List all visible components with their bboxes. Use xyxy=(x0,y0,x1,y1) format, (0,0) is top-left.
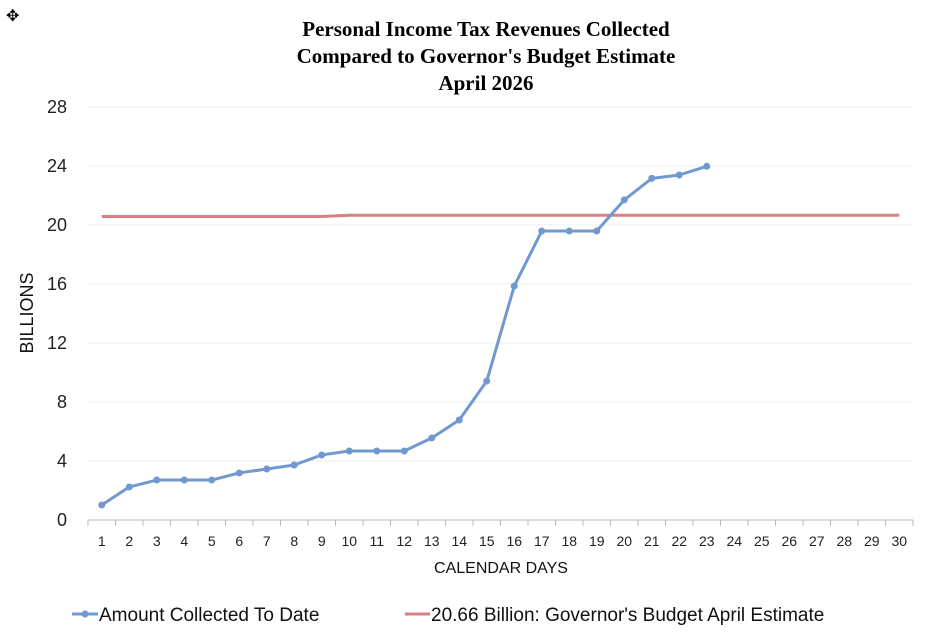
data-point xyxy=(98,501,106,509)
data-point xyxy=(620,196,628,204)
x-tick-label: 5 xyxy=(208,533,216,549)
x-tick-label: 6 xyxy=(235,533,243,549)
x-tick-label: 12 xyxy=(396,533,412,549)
x-tick-label: 25 xyxy=(754,533,770,549)
x-tick-label: 3 xyxy=(153,533,161,549)
x-tick-label: 21 xyxy=(644,533,660,549)
y-tick-label: 28 xyxy=(47,97,67,117)
y-tick-label: 12 xyxy=(47,333,67,353)
x-tick-label: 8 xyxy=(290,533,298,549)
x-tick-label: 18 xyxy=(561,533,577,549)
y-tick-label: 16 xyxy=(47,274,67,294)
data-point xyxy=(428,434,436,442)
data-point xyxy=(703,162,711,170)
x-tick-label: 22 xyxy=(671,533,687,549)
x-tick-label: 27 xyxy=(809,533,825,549)
data-point xyxy=(235,469,243,477)
data-point xyxy=(125,483,133,491)
legend-label-estimate: 20.66 Billion: Governor's Budget April E… xyxy=(431,605,824,626)
x-tick-label: 11 xyxy=(369,533,384,549)
x-tick-label: 23 xyxy=(699,533,715,549)
data-point xyxy=(565,227,573,235)
y-tick-label: 0 xyxy=(57,510,67,530)
y-tick-label: 4 xyxy=(57,451,67,471)
x-tick-label: 28 xyxy=(836,533,852,549)
data-point xyxy=(538,227,546,235)
data-point xyxy=(675,171,683,179)
legend-marker-collected xyxy=(81,610,89,618)
chart-title: Personal Income Tax Revenues Collected C… xyxy=(0,16,925,97)
title-line-2: Compared to Governor's Budget Estimate xyxy=(296,44,676,68)
data-point xyxy=(153,476,161,484)
x-tick-label: 9 xyxy=(318,533,326,549)
x-tick-label: 13 xyxy=(424,533,440,549)
estimate-line xyxy=(101,213,900,218)
data-point xyxy=(400,447,408,455)
legend-label-collected: Amount Collected To Date xyxy=(99,605,319,626)
x-tick-label: 17 xyxy=(534,533,550,549)
data-point xyxy=(180,476,188,484)
data-point xyxy=(373,447,381,455)
y-tick-label: 8 xyxy=(57,392,67,412)
data-point xyxy=(648,174,656,182)
x-tick-label: 7 xyxy=(263,533,271,549)
x-tick-label: 20 xyxy=(616,533,632,549)
x-tick-label: 15 xyxy=(479,533,495,549)
data-point xyxy=(483,377,491,385)
data-point xyxy=(263,465,271,473)
x-tick-label: 2 xyxy=(125,533,133,549)
y-axis-label: BILLIONS xyxy=(17,272,37,353)
x-tick-label: 30 xyxy=(891,533,907,549)
y-tick-label: 24 xyxy=(47,156,67,176)
data-point xyxy=(510,282,518,290)
title-line-3: April 2026 xyxy=(438,71,534,95)
x-tick-label: 29 xyxy=(864,533,880,549)
data-point xyxy=(208,476,216,484)
x-tick-label: 19 xyxy=(589,533,605,549)
x-tick-label: 14 xyxy=(451,533,467,549)
x-tick-label: 24 xyxy=(726,533,742,549)
x-tick-label: 10 xyxy=(341,533,357,549)
data-point xyxy=(290,461,298,469)
y-tick-label: 20 xyxy=(47,215,67,235)
data-point xyxy=(345,447,353,455)
x-tick-label: 16 xyxy=(506,533,522,549)
data-point xyxy=(455,416,463,424)
data-point xyxy=(593,227,601,235)
legend: Amount Collected To Date 20.66 Billion: … xyxy=(72,605,824,626)
x-axis-label: CALENDAR DAYS xyxy=(434,560,568,577)
move-cursor-icon: ✥ xyxy=(6,8,20,25)
x-tick-label: 26 xyxy=(781,533,797,549)
x-tick-label: 1 xyxy=(98,533,106,549)
title-line-1: Personal Income Tax Revenues Collected xyxy=(302,17,670,41)
x-tick-label: 4 xyxy=(180,533,188,549)
data-point xyxy=(318,451,326,459)
